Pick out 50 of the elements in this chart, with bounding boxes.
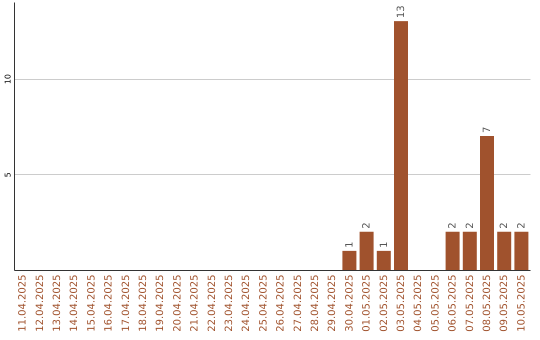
x-tick-label: 09.05.2025 (499, 274, 510, 332)
x-tick-label: 17.04.2025 (120, 274, 132, 332)
x-tick-label: 19.04.2025 (155, 274, 166, 332)
x-tick-label: 14.04.2025 (69, 274, 80, 332)
x-tick-label: 26.04.2025 (276, 274, 287, 332)
bar (446, 232, 460, 270)
x-tick-label: 25.04.2025 (258, 274, 270, 332)
data-label: 1 (378, 241, 390, 248)
x-tick-label: 04.05.2025 (413, 274, 424, 332)
x-tick-label: 24.04.2025 (241, 274, 252, 332)
data-label: 1 (344, 241, 356, 248)
x-tick-label: 16.04.2025 (104, 274, 115, 332)
x-tick-label: 02.05.2025 (378, 274, 390, 332)
x-tick-label: 08.05.2025 (482, 274, 493, 332)
data-label: 2 (448, 222, 459, 229)
data-label: 2 (499, 222, 510, 229)
x-tick-label: 21.04.2025 (190, 274, 201, 332)
x-tick-label: 29.04.2025 (327, 274, 338, 332)
x-tick-label: 10.05.2025 (516, 274, 528, 332)
bar (376, 250, 391, 270)
x-tick-label: 15.04.2025 (86, 274, 98, 332)
data-label: 2 (516, 222, 528, 229)
data-label: 13 (396, 5, 407, 18)
x-tick-label: 18.04.2025 (138, 274, 149, 332)
x-tick-label: 01.05.2025 (362, 274, 373, 332)
x-tick-label: 05.05.2025 (430, 274, 442, 332)
bar (480, 136, 494, 270)
bar (497, 232, 512, 270)
y-tick-label: 10 (4, 74, 12, 84)
x-tick-label: 12.04.2025 (34, 274, 46, 332)
bar (360, 232, 374, 270)
data-label: 7 (482, 126, 493, 133)
x-tick-label: 22.04.2025 (206, 274, 218, 332)
bar (514, 232, 528, 270)
x-tick-label: 06.05.2025 (448, 274, 459, 332)
x-tick-label: 11.04.2025 (18, 274, 29, 332)
bar (342, 250, 356, 270)
x-tick-label: 07.05.2025 (464, 274, 476, 332)
bar (394, 21, 408, 270)
bar (462, 232, 477, 270)
x-tick-label: 28.04.2025 (310, 274, 321, 332)
data-label: 2 (464, 222, 476, 229)
x-tick-label: 20.04.2025 (172, 274, 184, 332)
x-tick-label: 30.04.2025 (344, 274, 356, 332)
data-label: 2 (362, 222, 373, 229)
x-tick-label: 23.04.2025 (224, 274, 235, 332)
x-tick-label: 27.04.2025 (292, 274, 304, 332)
x-tick-label: 13.04.2025 (52, 274, 63, 332)
x-tick-label: 03.05.2025 (396, 274, 407, 332)
y-tick-label: 5 (4, 172, 12, 178)
